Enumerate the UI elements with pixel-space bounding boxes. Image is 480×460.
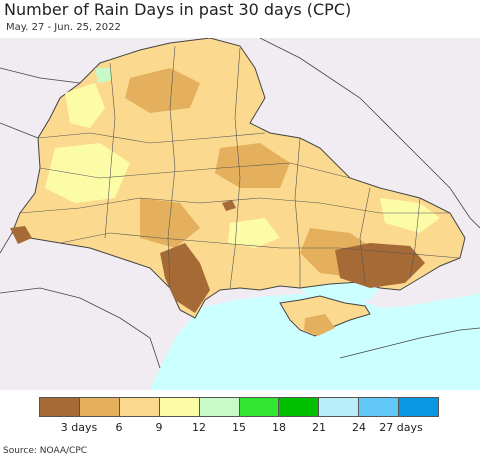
legend-swatch-7 [279,398,320,416]
legend-tick-24: 24 [352,421,366,434]
legend-swatch-4 [159,398,200,416]
legend-ticks: 3 days 6 9 12 15 18 21 24 27 days [39,421,439,435]
legend-swatch-10 [399,398,439,416]
rain-days-map [0,38,480,390]
legend-tick-12: 12 [192,421,206,434]
legend-swatch-8 [319,398,360,416]
zone-12-west [45,143,130,203]
southern-coast [339,327,480,359]
zone-6-c [140,198,200,248]
legend-tick-6: 6 [115,421,123,434]
legend-tick-3: 3 days [60,421,98,434]
neighbor-borders [0,38,480,369]
zone-3-odesa [160,243,210,313]
legend-tick-18: 18 [272,421,286,434]
map-title: Number of Rain Days in past 30 days (CPC… [4,0,352,19]
zone-3-spot [222,200,236,211]
legend-swatch-6 [239,398,280,416]
zone-12-north [65,83,105,128]
zone-3-west [10,226,32,244]
legend-tick-15: 15 [232,421,246,434]
legend-tick-9: 9 [155,421,163,434]
legend-tick-27: 27 days [379,421,423,434]
legend-tick-21: 21 [312,421,326,434]
legend-swatch-2 [79,398,120,416]
legend-swatch-5 [199,398,240,416]
admin-boundaries [19,45,461,289]
zone-15-north [95,68,112,83]
zone-6-a [125,68,200,113]
legend-swatch-9 [359,398,400,416]
crimea-dry-patch [304,314,335,336]
zone-12-center [228,218,280,248]
black-sea [150,293,480,390]
legend-swatch-1 [40,398,80,416]
date-range: May. 27 - Jun. 25, 2022 [6,22,121,33]
color-legend [39,397,439,417]
source-credit: Source: NOAA/CPC [3,446,88,456]
legend-swatch-3 [119,398,160,416]
zone-12-east [380,198,440,233]
zone-3-zaporizhzhia [335,243,425,288]
